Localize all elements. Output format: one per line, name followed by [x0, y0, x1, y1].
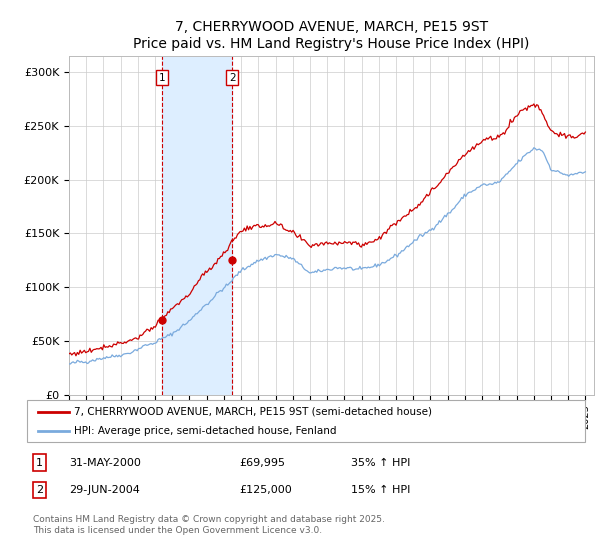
Text: 15% ↑ HPI: 15% ↑ HPI — [350, 486, 410, 496]
Text: 1: 1 — [159, 72, 166, 82]
Text: 31-MAY-2000: 31-MAY-2000 — [69, 458, 141, 468]
Text: 1: 1 — [36, 458, 43, 468]
Bar — [162, 56, 232, 395]
Text: £69,995: £69,995 — [239, 458, 285, 468]
Text: 29-JUN-2004: 29-JUN-2004 — [69, 486, 140, 496]
Text: HPI: Average price, semi-detached house, Fenland: HPI: Average price, semi-detached house,… — [74, 426, 337, 436]
Text: 2: 2 — [229, 72, 236, 82]
Text: 2: 2 — [36, 486, 43, 496]
FancyBboxPatch shape — [27, 400, 585, 442]
Text: 7, CHERRYWOOD AVENUE, MARCH, PE15 9ST (semi-detached house): 7, CHERRYWOOD AVENUE, MARCH, PE15 9ST (s… — [74, 407, 433, 417]
Text: 35% ↑ HPI: 35% ↑ HPI — [350, 458, 410, 468]
Text: £125,000: £125,000 — [239, 486, 292, 496]
Title: 7, CHERRYWOOD AVENUE, MARCH, PE15 9ST
Price paid vs. HM Land Registry's House Pr: 7, CHERRYWOOD AVENUE, MARCH, PE15 9ST Pr… — [133, 21, 530, 50]
Text: Contains HM Land Registry data © Crown copyright and database right 2025.
This d: Contains HM Land Registry data © Crown c… — [32, 515, 385, 535]
